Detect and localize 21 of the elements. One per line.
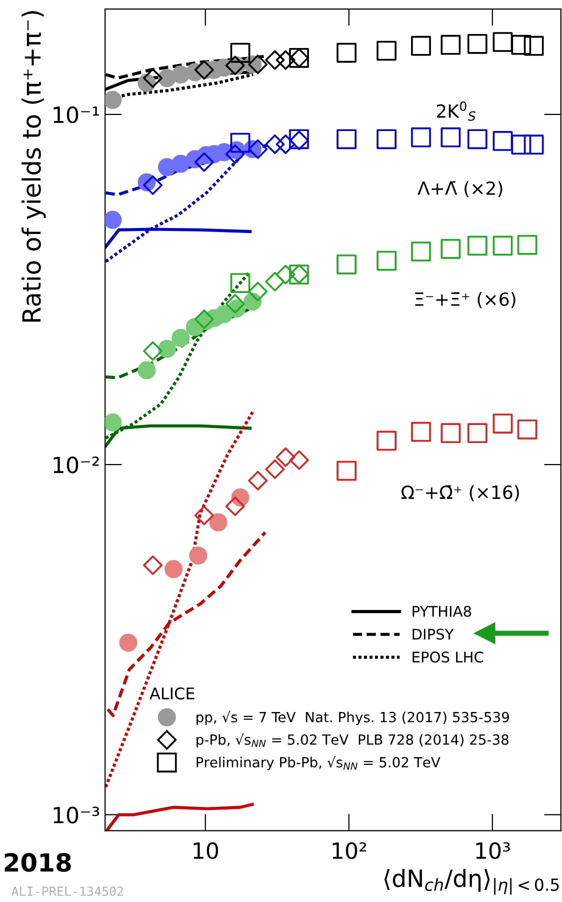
annotation: Ω⁻+Ω̄⁺ (×16) — [401, 485, 519, 502]
legend-title: ALICE — [150, 687, 194, 700]
legend-label: EPOS LHC — [412, 652, 484, 663]
text: ALI-PREL-134502 — [11, 886, 124, 896]
x-tick-label: 10 — [194, 842, 218, 860]
legend-label: pp, √s = 7 TeV Nat. Phys. 13 (2017) 535-539 — [196, 710, 509, 726]
y-tick-label: 10⁻³ — [54, 806, 100, 824]
text: 2018 — [4, 852, 71, 872]
y-tick-label: 10⁻¹ — [54, 106, 100, 124]
legend-label: p-Pb, √s$_{NN}$ = 5.02 TeV PLB 728 (2014) 25-38 — [196, 733, 508, 748]
y-axis-title: Ratio of yields to (π⁺+π⁻) — [22, 11, 46, 322]
legend-label: Preliminary Pb-Pb, √s$_{NN}$ = 5.02 TeV — [196, 756, 440, 770]
annotation: Λ+Λ̄ (×2) — [418, 181, 502, 198]
annotation: Ξ⁻+Ξ̄⁺ (×6) — [415, 292, 516, 308]
x-axis-title: ⟨dN$_{ch}$/dη⟩$_{|η|<0.5}$ — [384, 868, 559, 895]
legend-label: DIPSY — [412, 628, 454, 640]
x-tick-label: 10² — [332, 842, 366, 860]
legend-label: PYTHIA8 — [412, 606, 472, 617]
x-tick-label: 10³ — [476, 842, 510, 860]
y-tick-label: 10⁻² — [54, 456, 99, 474]
annotation: 2K$^{0}$$_{S}$ — [436, 101, 476, 121]
